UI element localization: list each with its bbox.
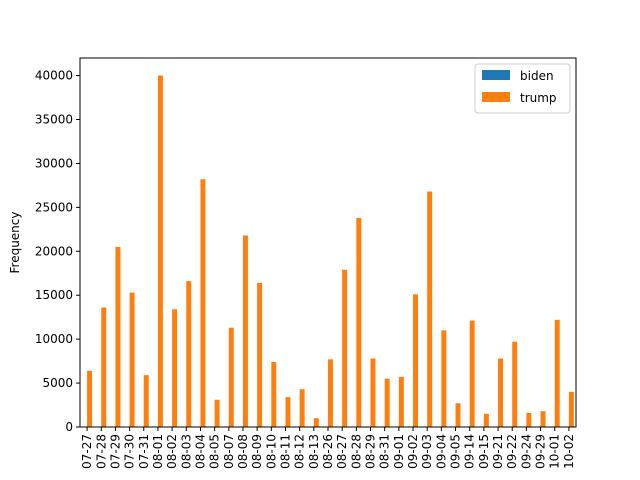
bars-layer xyxy=(87,75,574,427)
x-tick-label: 08-12 xyxy=(293,434,307,469)
bar-trump-09-22 xyxy=(512,341,518,427)
x-tick-label: 08-29 xyxy=(364,434,378,469)
bar-trump-07-29 xyxy=(115,246,121,427)
x-tick-label: 07-30 xyxy=(123,434,137,469)
x-tick-label: 08-09 xyxy=(250,434,264,469)
bar-trump-08-31 xyxy=(384,378,390,427)
y-axis: 0 5000 10000 15000 20000 25000 30000 35000 40000 xyxy=(35,69,80,434)
x-tick-label: 08-10 xyxy=(264,434,278,469)
x-tick-label: 08-13 xyxy=(307,434,321,469)
legend-label-biden: biden xyxy=(520,69,554,83)
x-tick-label: 09-22 xyxy=(505,434,519,469)
bar-trump-09-14 xyxy=(469,320,475,427)
bar-trump-09-05 xyxy=(455,403,461,427)
x-tick-label: 09-24 xyxy=(519,434,533,469)
bar-trump-09-24 xyxy=(526,412,532,427)
y-axis-label: Frequency xyxy=(8,212,22,274)
y-tick-label: 15000 xyxy=(35,288,73,302)
bar-trump-08-08 xyxy=(242,235,248,427)
plot-frame xyxy=(79,57,577,428)
bar-trump-10-01 xyxy=(554,319,560,427)
x-tick-label: 08-04 xyxy=(193,434,207,469)
x-tick-label: 08-31 xyxy=(378,434,392,469)
x-tick-label: 08-28 xyxy=(349,434,363,469)
bar-trump-08-05 xyxy=(214,399,220,427)
bar-trump-08-26 xyxy=(328,359,333,427)
y-tick-label: 10000 xyxy=(35,332,73,346)
y-tick-label: 5000 xyxy=(42,376,73,390)
bar-trump-08-13 xyxy=(313,418,319,427)
bar-trump-09-15 xyxy=(483,413,489,427)
x-tick-label: 09-05 xyxy=(449,434,463,469)
y-tick-label: 40000 xyxy=(35,69,73,83)
x-tick-label: 08-01 xyxy=(151,434,165,469)
bar-trump-07-31 xyxy=(143,375,149,427)
x-tick-label: 08-11 xyxy=(278,434,292,469)
y-tick-label: 35000 xyxy=(35,113,73,127)
x-tick-label: 09-01 xyxy=(392,434,406,469)
bar-trump-08-28 xyxy=(356,217,362,427)
bar-trump-08-27 xyxy=(342,269,348,427)
x-tick-label: 09-15 xyxy=(477,434,491,469)
bar-trump-08-10 xyxy=(271,361,277,427)
x-tick-label: 08-26 xyxy=(321,434,335,469)
bar-trump-08-01 xyxy=(157,75,163,427)
x-tick-label: 09-03 xyxy=(420,434,434,469)
bar-trump-07-27 xyxy=(87,370,93,427)
legend-label-trump: trump xyxy=(520,91,557,105)
bar-trump-08-07 xyxy=(228,327,234,427)
x-tick-label: 09-14 xyxy=(463,434,477,469)
x-tick-label: 08-05 xyxy=(208,434,222,469)
x-tick-label: 10-01 xyxy=(548,434,562,469)
x-axis: 07-27 07-28 07-29 07-30 07-31 08-01 08-02 08-03… xyxy=(80,427,576,469)
bar-trump-07-28 xyxy=(101,307,107,427)
x-tick-label: 09-04 xyxy=(434,434,448,469)
x-tick-label: 08-02 xyxy=(165,434,179,469)
bar-trump-09-01 xyxy=(398,376,404,427)
legend-swatch-trump xyxy=(482,92,510,102)
x-tick-label: 09-02 xyxy=(406,434,420,469)
bar-trump-08-03 xyxy=(186,281,192,427)
x-tick-label: 09-29 xyxy=(534,434,548,469)
x-tick-label: 07-29 xyxy=(108,434,122,469)
bar-trump-09-21 xyxy=(498,358,504,427)
legend-swatch-biden xyxy=(482,70,510,80)
bar-trump-09-02 xyxy=(413,294,418,427)
bar-trump-08-29 xyxy=(370,358,376,427)
bar-trump-09-03 xyxy=(427,191,433,427)
bar-trump-08-04 xyxy=(200,179,206,427)
bar-trump-08-12 xyxy=(299,389,305,427)
bar-trump-08-09 xyxy=(257,282,263,427)
bar-trump-09-29 xyxy=(540,411,546,427)
x-tick-label: 08-27 xyxy=(335,434,349,469)
bar-trump-08-11 xyxy=(285,397,291,427)
x-tick-label: 08-03 xyxy=(179,434,193,469)
bar-trump-07-30 xyxy=(129,292,135,427)
x-tick-label: 07-28 xyxy=(94,434,108,469)
y-tick-label: 0 xyxy=(65,420,73,434)
y-tick-label: 30000 xyxy=(35,156,73,170)
legend: biden trump xyxy=(474,63,571,114)
x-tick-label: 08-08 xyxy=(236,434,250,469)
x-tick-label: 09-21 xyxy=(491,434,505,469)
x-tick-label: 10-02 xyxy=(562,434,576,469)
bar-trump-09-04 xyxy=(441,330,447,427)
y-tick-label: 25000 xyxy=(35,200,73,214)
y-tick-label: 20000 xyxy=(35,244,73,258)
bar-trump-08-02 xyxy=(172,309,178,427)
x-tick-label: 07-31 xyxy=(137,434,151,469)
bar-trump-10-02 xyxy=(568,391,574,427)
x-tick-label: 08-07 xyxy=(222,434,236,469)
x-tick-label: 07-27 xyxy=(80,434,94,469)
